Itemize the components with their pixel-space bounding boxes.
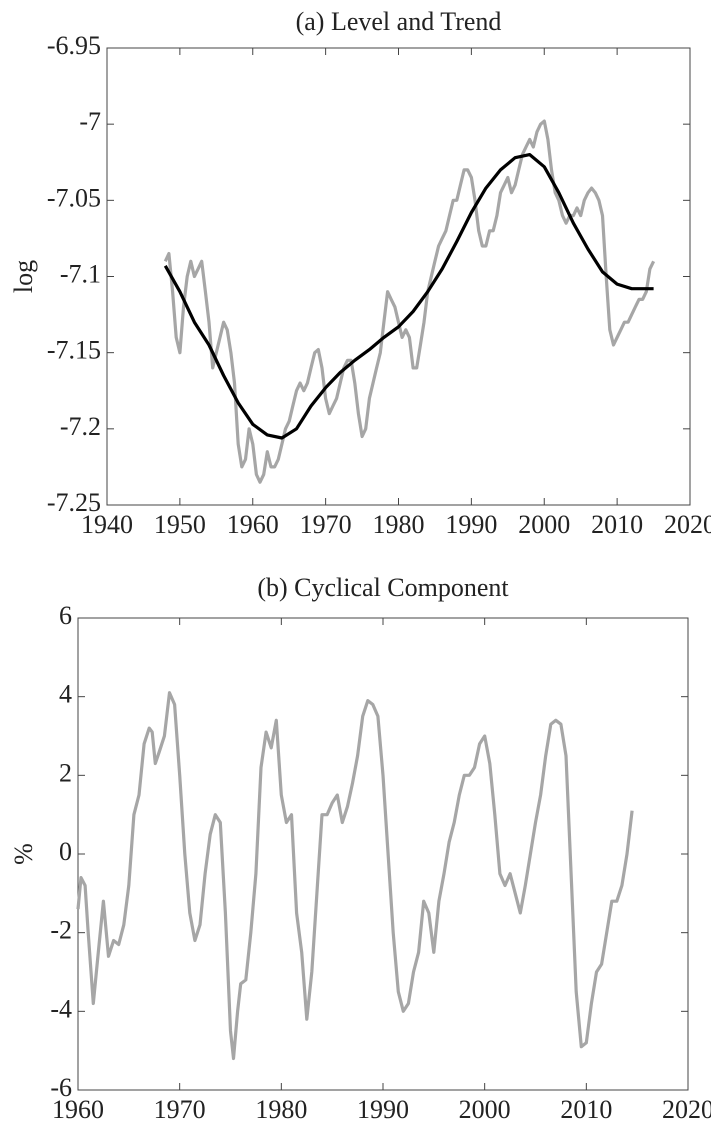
y-tick-label: -6.95 [47,31,101,60]
y-tick-label: -7.15 [47,336,101,365]
x-tick-label: 1960 [52,1095,104,1124]
x-tick-label: 2000 [518,510,570,539]
x-tick-label: 1970 [154,1095,206,1124]
y-tick-label: 2 [59,758,72,787]
x-tick-label: 1970 [300,510,352,539]
chart-title: (a) Level and Trend [296,7,502,36]
y-axis-label: % [9,843,38,865]
y-tick-label: -6 [50,1073,72,1102]
x-tick-label: 1990 [445,510,497,539]
y-axis-label: log [9,260,38,293]
x-tick-label: 1980 [255,1095,307,1124]
x-tick-label: 2000 [459,1095,511,1124]
x-tick-label: 2020 [662,1095,711,1124]
y-tick-label: 6 [59,601,72,630]
y-tick-label: -7.25 [47,488,101,517]
chart-title: (b) Cyclical Component [257,573,509,602]
x-tick-label: 1940 [81,510,133,539]
y-tick-label: -2 [50,916,72,945]
y-tick-label: -7.1 [60,259,101,288]
y-tick-label: -4 [50,994,72,1023]
data-line [163,119,656,484]
x-tick-label: 2020 [664,510,711,539]
y-tick-label: -7.05 [47,183,101,212]
y-tick-label: 4 [59,680,72,709]
y-tick-label: -7 [79,107,101,136]
data-line [163,153,654,440]
x-tick-label: 1960 [227,510,279,539]
x-tick-label: 1990 [357,1095,409,1124]
plot-frame [77,617,689,1091]
x-tick-label: 1950 [154,510,206,539]
data-line [76,691,634,1061]
x-tick-label: 2010 [560,1095,612,1124]
y-tick-label: 0 [59,837,72,866]
y-tick-label: -7.2 [60,412,101,441]
x-tick-label: 2010 [591,510,643,539]
x-tick-label: 1980 [373,510,425,539]
